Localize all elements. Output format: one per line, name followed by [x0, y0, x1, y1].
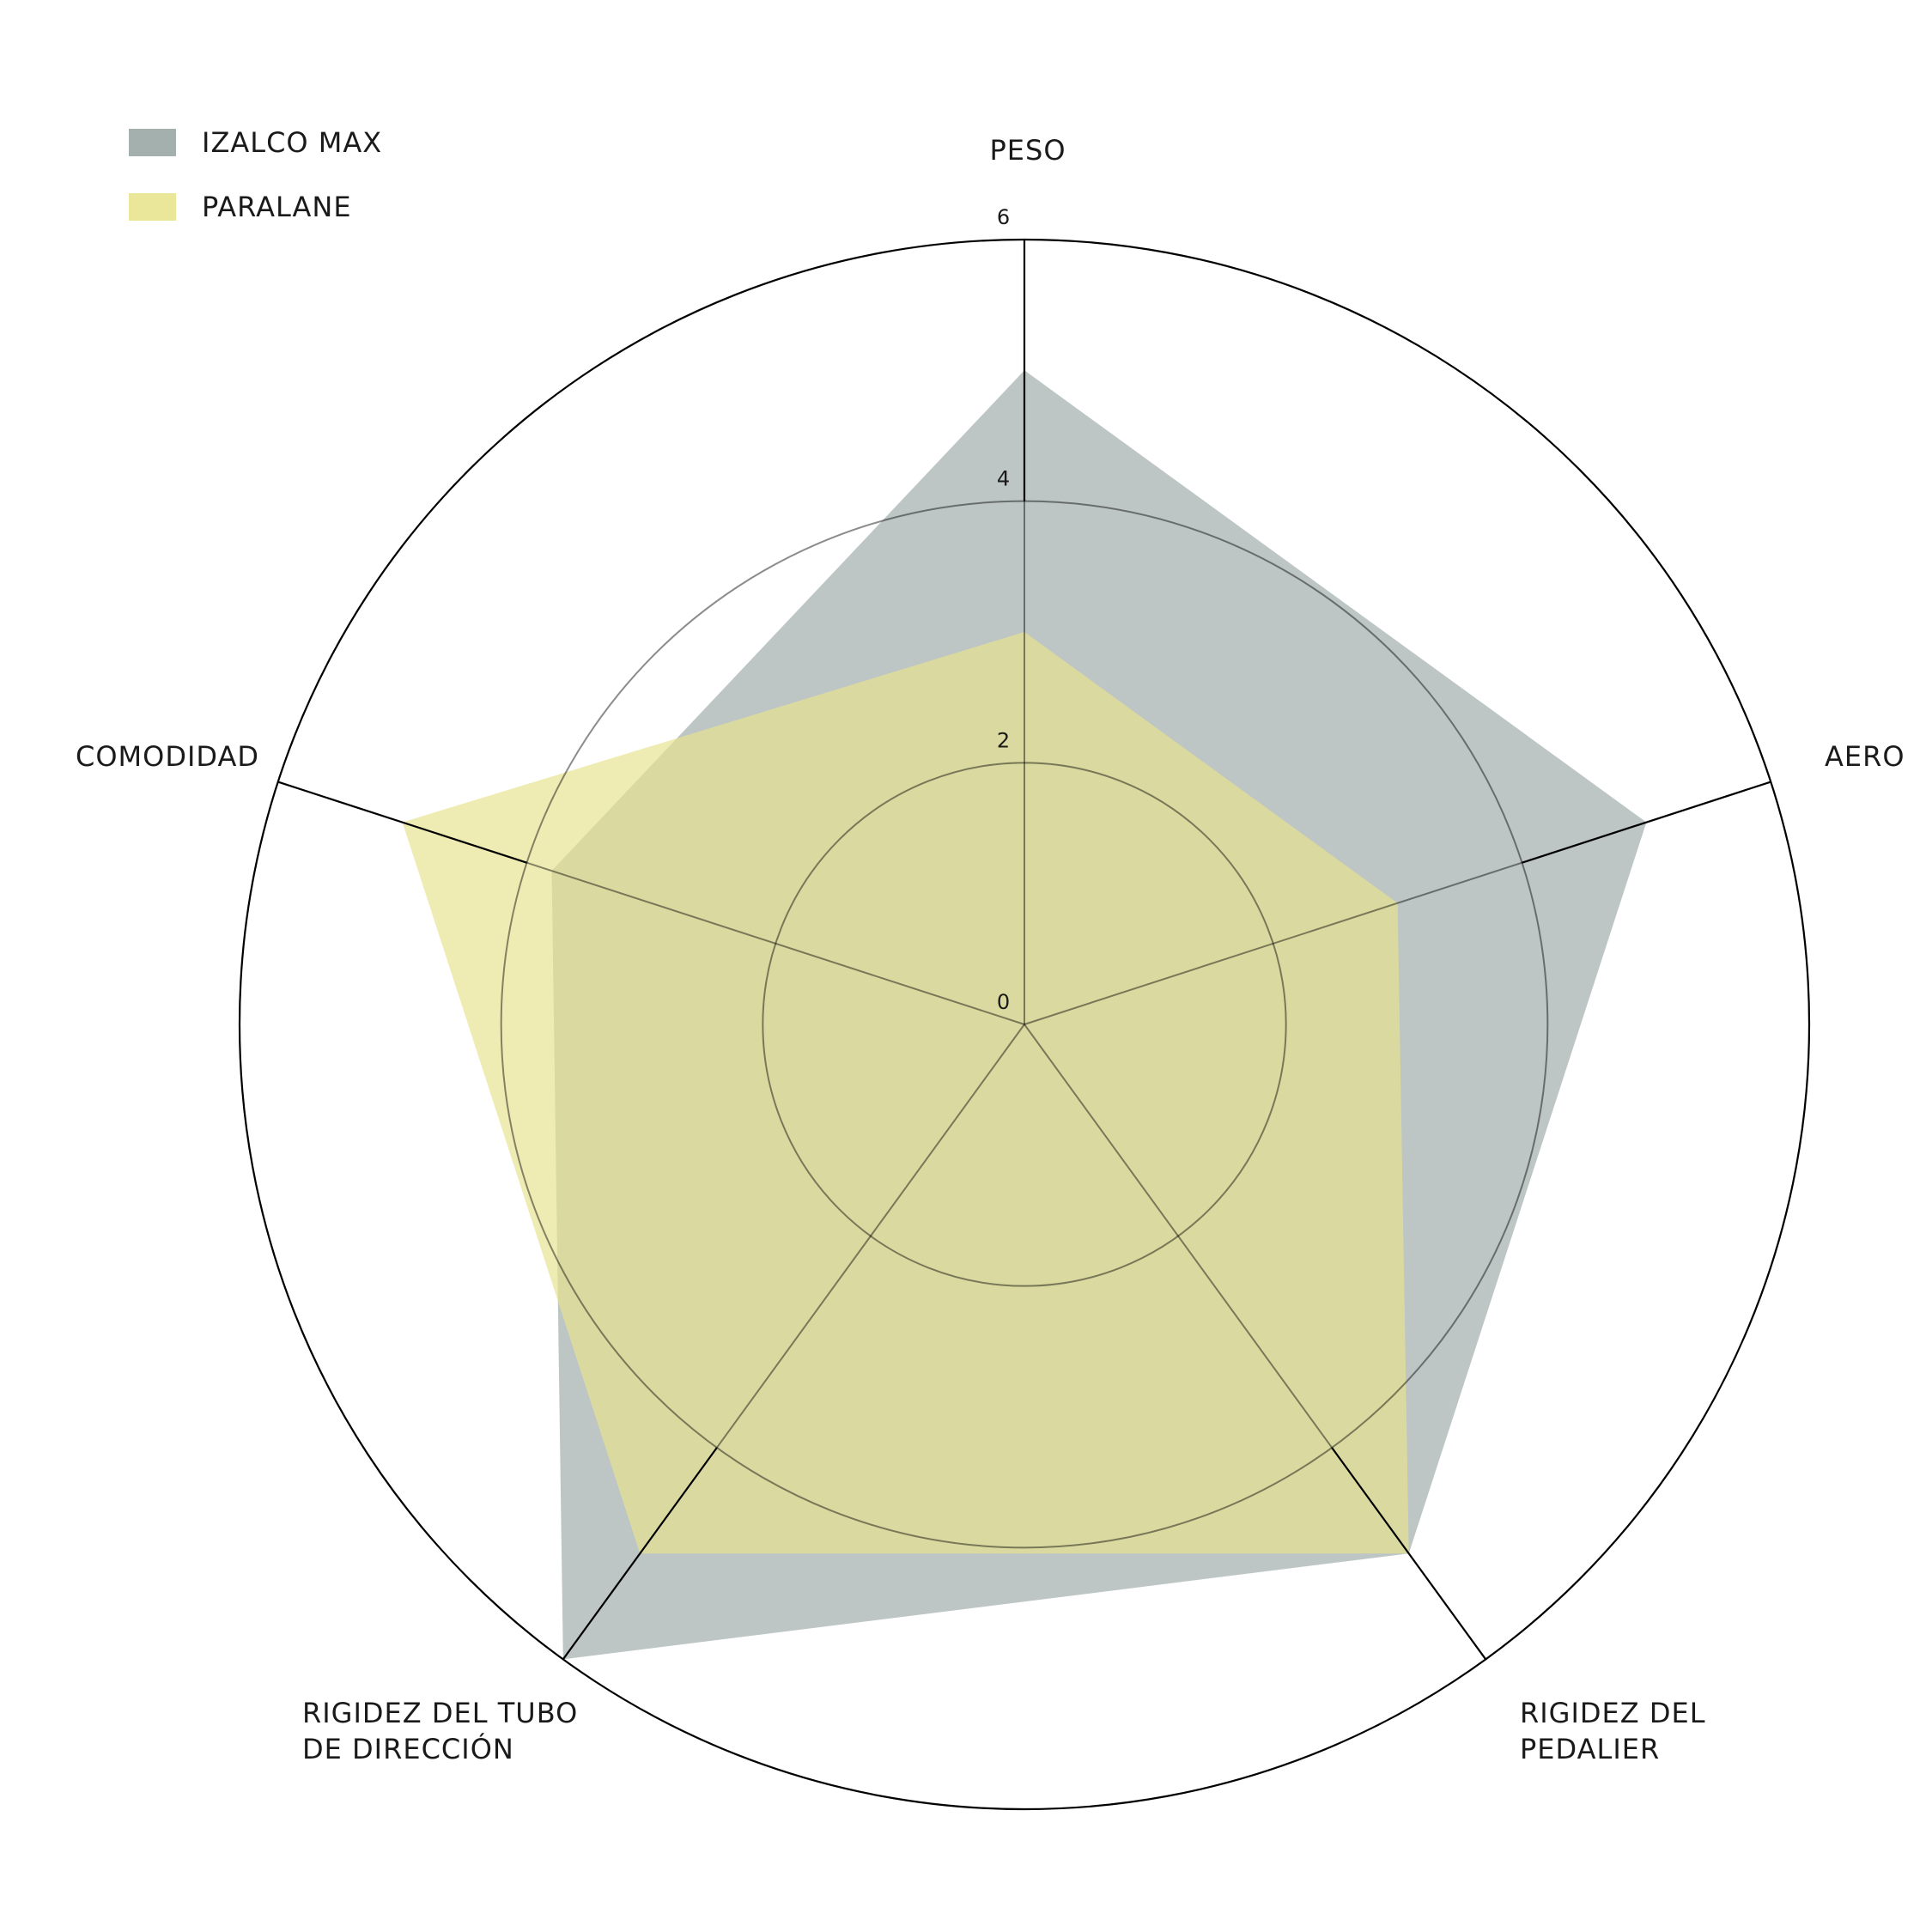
tick-label-0: 0: [997, 990, 1011, 1014]
series-layer: [402, 370, 1647, 1660]
axis-label-3-line-0: RIGIDEZ DEL TUBO: [302, 1697, 578, 1729]
axis-spoke-inner-4: [526, 861, 1025, 1025]
axis-spoke-1: [1522, 781, 1771, 864]
legend: IZALCO MAX PARALANE: [129, 126, 382, 223]
axis-spoke-3: [562, 1447, 718, 1661]
axis-label-2-line-0: RIGIDEZ DEL: [1520, 1697, 1706, 1729]
series-area-paralane: [402, 632, 1409, 1554]
tick-label-6: 6: [997, 205, 1011, 229]
axis-spoke-2: [1331, 1447, 1487, 1661]
axis-spoke-inner-2: [1024, 1024, 1333, 1449]
axis-spoke-4: [277, 781, 527, 864]
axis-label-4: COMODIDAD: [76, 740, 259, 773]
legend-label-paralane: PARALANE: [202, 191, 352, 223]
label-layer: 0 2 4 6 PESO AERO RIGIDEZ DEL PEDALIER RIGIDEZ D…: [76, 134, 1905, 1765]
legend-swatch-paralane: [129, 193, 176, 221]
axis-label-1: AERO: [1825, 740, 1905, 773]
legend-label-izalco-max: IZALCO MAX: [202, 126, 382, 159]
grid-layer: [238, 238, 1811, 1811]
grid-circle-2: [762, 762, 1287, 1287]
legend-swatch-izalco-max: [129, 129, 176, 156]
axis-spoke-inner-1: [1024, 861, 1522, 1025]
axis-label-2-line-1: PEDALIER: [1520, 1733, 1660, 1765]
axis-label-0: PESO: [989, 134, 1066, 167]
axis-label-3-line-1: DE DIRECCIÓN: [302, 1732, 514, 1765]
tick-label-4: 4: [997, 467, 1011, 491]
tick-label-2: 2: [997, 728, 1011, 752]
axis-spoke-inner-3: [716, 1024, 1025, 1449]
